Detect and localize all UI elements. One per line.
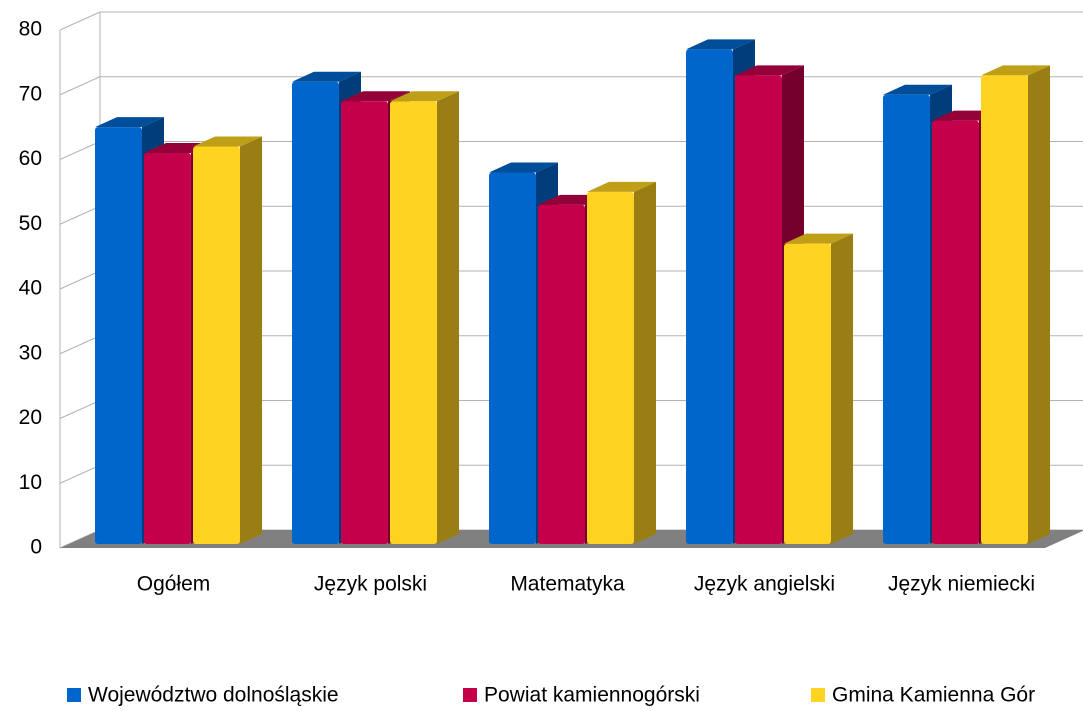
bar [784, 243, 831, 545]
bar [95, 127, 142, 544]
grid-line [59, 270, 101, 290]
bar [144, 153, 191, 544]
bar-top [686, 39, 755, 50]
bar [193, 146, 240, 545]
x-tick-label: Ogółem [137, 573, 211, 596]
grid-line [59, 464, 101, 484]
bar [489, 172, 536, 544]
y-tick-label: 60 [19, 147, 42, 170]
legend-label: Powiat kamiennogórski [484, 684, 700, 707]
bar [538, 204, 585, 544]
bar-side [634, 181, 656, 544]
y-tick-label: 20 [19, 406, 42, 429]
y-tick-label: 0 [30, 536, 42, 559]
bar-top [341, 91, 410, 102]
legend-label: Województwo dolnośląskie [88, 684, 339, 707]
legend-swatch [811, 688, 825, 702]
grid-line [59, 205, 101, 225]
bar-top [587, 181, 656, 192]
bar-side [1028, 65, 1050, 544]
bar [686, 49, 733, 545]
bar-side [831, 233, 853, 545]
bar [390, 101, 437, 544]
legend-swatch [67, 688, 81, 702]
x-tick-label: Matematyka [510, 573, 625, 596]
bar [341, 101, 388, 544]
bar-top [489, 162, 558, 173]
grid-line [59, 76, 101, 96]
bar [981, 75, 1028, 544]
legend-swatch [463, 688, 477, 702]
bar [292, 81, 339, 545]
legend-label: Gmina Kamienna Gór [832, 684, 1035, 707]
x-tick-label: Język niemiecki [888, 573, 1035, 596]
grid-line [59, 335, 101, 355]
bar [883, 94, 930, 544]
bar [932, 120, 979, 545]
grid-line [59, 400, 101, 419]
bar-side [437, 91, 459, 544]
bar-side [240, 136, 262, 545]
bar [735, 75, 782, 544]
bar-top [883, 84, 952, 95]
bar-top [735, 65, 804, 76]
bar [587, 191, 634, 544]
bar-top [784, 233, 853, 244]
bar-top [981, 65, 1050, 76]
bar-top [95, 117, 164, 128]
grid-line [59, 11, 101, 31]
grid-line [59, 141, 101, 160]
x-tick-label: Język polski [314, 573, 427, 596]
bar-top [390, 91, 459, 102]
bar-top [292, 71, 361, 82]
y-tick-label: 10 [19, 471, 42, 494]
y-tick-label: 80 [19, 18, 42, 41]
y-tick-label: 70 [19, 82, 42, 105]
y-tick-label: 40 [19, 277, 42, 300]
x-tick-label: Język angielski [694, 573, 835, 596]
bar-top [193, 136, 262, 147]
y-tick-label: 50 [19, 212, 42, 235]
y-tick-label: 30 [19, 341, 42, 364]
